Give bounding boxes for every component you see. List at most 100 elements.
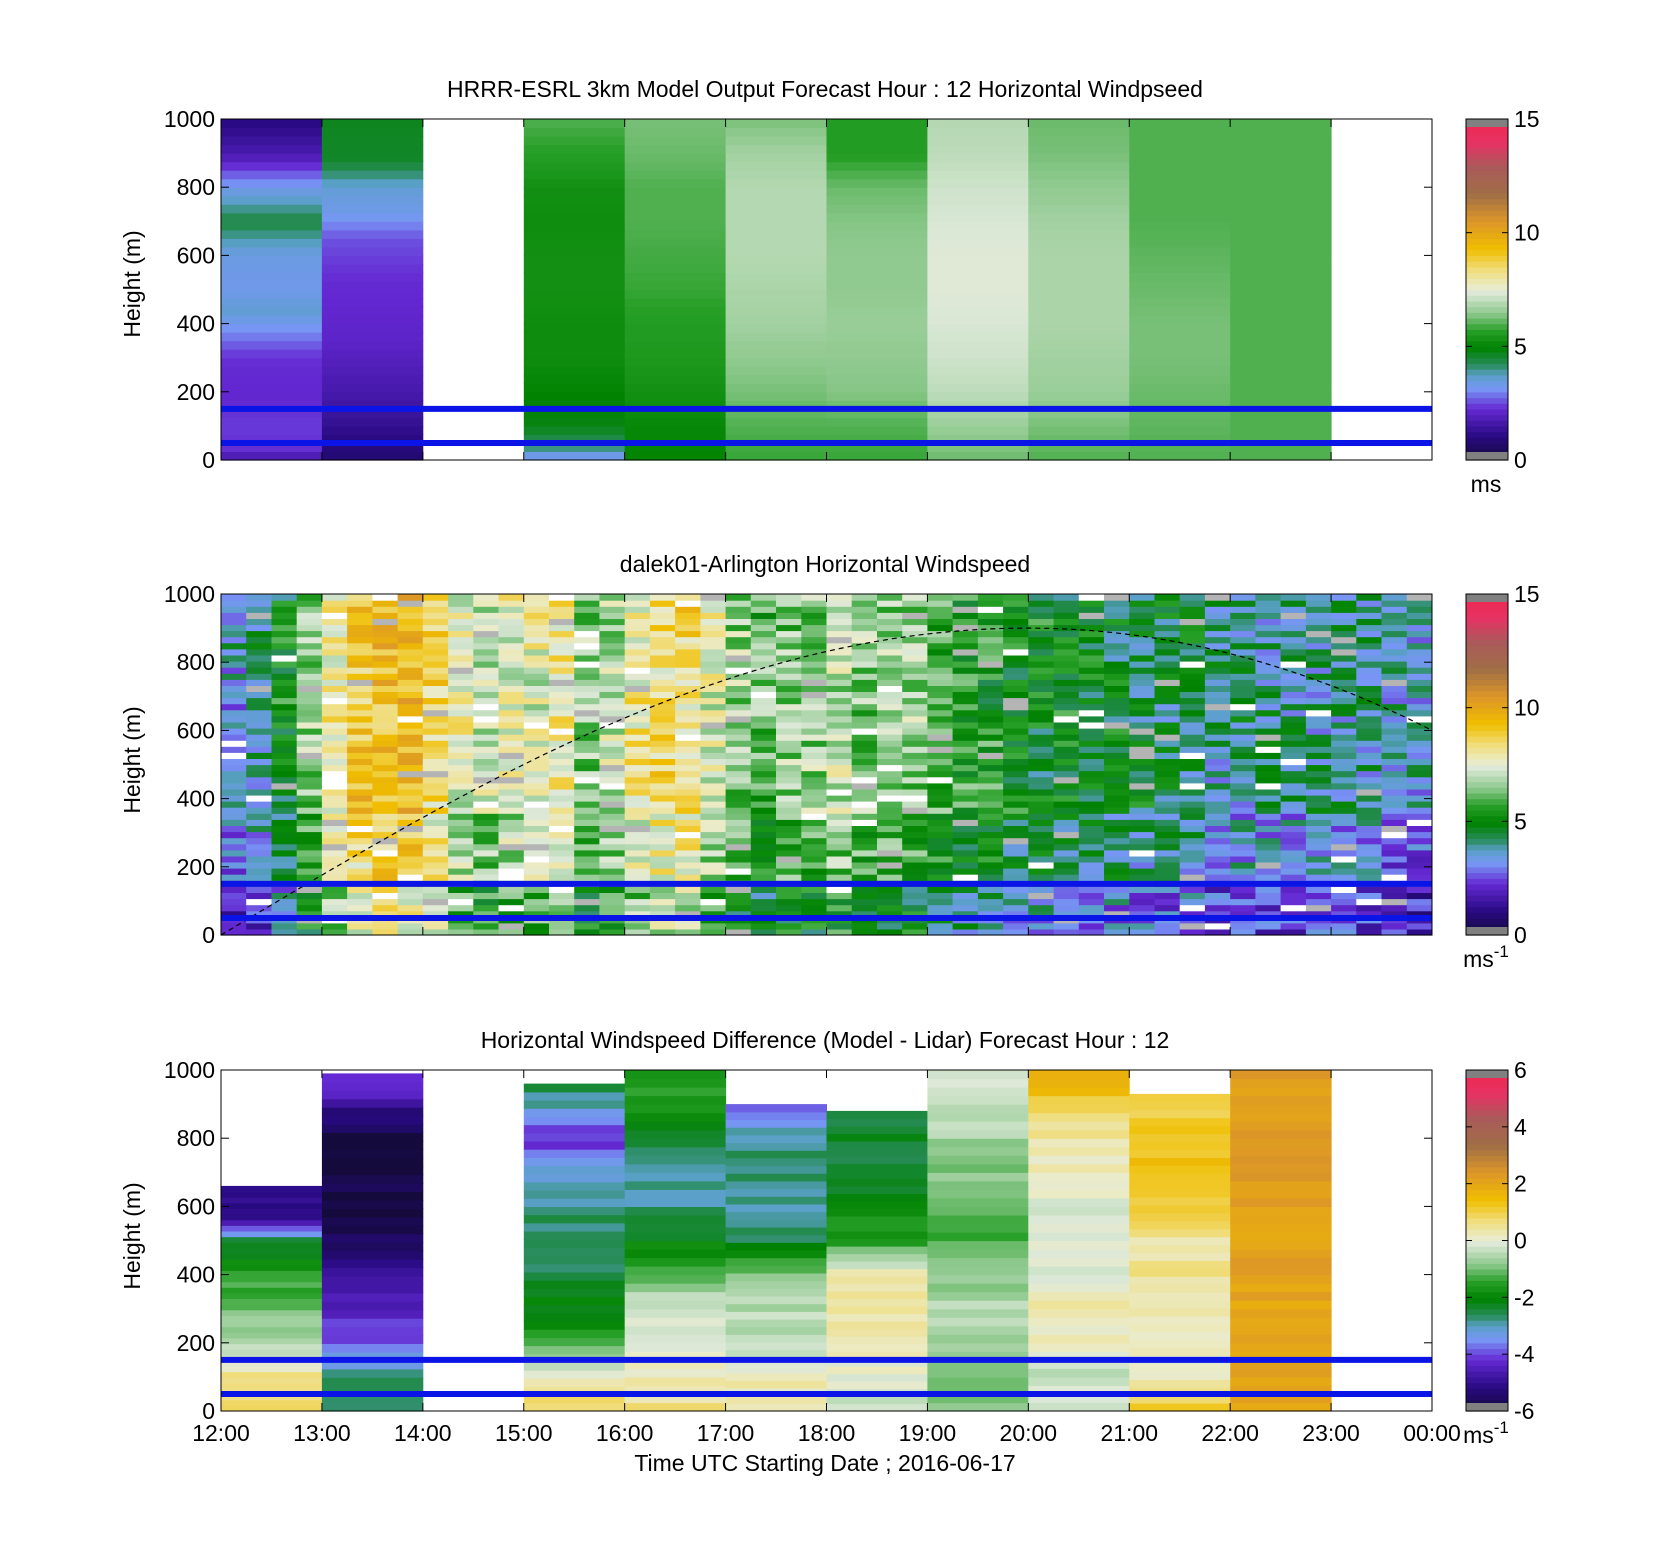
heatmap-cell: [523, 417, 626, 427]
heatmap-cell: [902, 600, 928, 607]
heatmap-cell: [523, 661, 550, 668]
heatmap-cell: [927, 221, 1029, 231]
heatmap-cell: [1255, 703, 1282, 711]
heatmap-cell: [1331, 788, 1357, 796]
heatmap-cell: [927, 715, 954, 723]
heatmap-cell: [1028, 1180, 1130, 1190]
heatmap-cell: [1230, 849, 1256, 857]
heatmap-cell: [725, 1280, 827, 1289]
heatmap-cell: [725, 898, 752, 906]
heatmap-cell: [473, 715, 499, 723]
heatmap-cell: [776, 928, 802, 936]
heatmap-cell: [1356, 721, 1382, 729]
heatmap-cell: [1230, 1189, 1332, 1199]
heatmap-cell: [372, 849, 399, 857]
heatmap-cell: [1406, 606, 1433, 613]
heatmap-cell: [927, 281, 1029, 291]
heatmap-cell: [221, 1242, 323, 1249]
heatmap-cell: [1028, 1087, 1130, 1097]
heatmap-cell: [851, 752, 878, 759]
heatmap-cell: [321, 1377, 424, 1387]
heatmap-cell: [624, 1214, 727, 1224]
heatmap-cell: [422, 740, 449, 747]
heatmap-cell: [1331, 855, 1357, 863]
heatmap-cell: [1129, 922, 1155, 930]
heatmap-cell: [1028, 1334, 1130, 1344]
heatmap-cell: [801, 910, 827, 918]
heatmap-cell: [1255, 764, 1282, 772]
heatmap-cell: [1230, 861, 1256, 869]
heatmap-cell: [1129, 144, 1231, 154]
heatmap-cell: [851, 606, 878, 613]
heatmap-cell: [422, 794, 449, 802]
heatmap-cell: [574, 813, 600, 820]
heatmap-cell: [826, 740, 853, 747]
heatmap-cell: [1406, 654, 1433, 662]
heatmap-cell: [321, 721, 348, 729]
heatmap-cell: [927, 229, 1029, 239]
heatmap-cell: [801, 746, 827, 753]
heatmap-cell: [448, 642, 474, 650]
heatmap-cell: [1305, 697, 1332, 705]
heatmap-cell: [221, 600, 247, 607]
heatmap-cell: [1204, 636, 1231, 644]
heatmap-cell: [624, 1163, 727, 1173]
heatmap-cell: [372, 661, 399, 668]
heatmap-cell: [1078, 776, 1105, 784]
heatmap-cell: [321, 874, 348, 881]
heatmap-cell: [977, 667, 1004, 674]
heatmap-cell: [1230, 289, 1332, 299]
heatmap-cell: [877, 788, 903, 796]
heatmap-cell: [1104, 855, 1130, 863]
heatmap-cell: [1179, 721, 1206, 729]
heatmap-cell: [902, 691, 928, 699]
heatmap-cell: [1230, 281, 1332, 291]
heatmap-cell: [246, 825, 272, 833]
heatmap-cell: [927, 721, 954, 729]
heatmap-cell: [1078, 770, 1105, 778]
heatmap-cell: [321, 1200, 424, 1209]
heatmap-cell: [649, 752, 676, 759]
heatmap-cell: [725, 661, 752, 668]
heatmap-cell: [1305, 618, 1332, 626]
heatmap-cell: [246, 642, 272, 650]
heatmap-cell: [1129, 1292, 1231, 1301]
heatmap-cell: [952, 612, 979, 619]
heatmap-cell: [1280, 612, 1307, 619]
heatmap-cell: [1406, 904, 1433, 912]
heatmap-cell: [347, 928, 373, 936]
heatmap-cell: [776, 849, 802, 857]
heatmap-cell: [624, 1078, 727, 1088]
heatmap-cell: [1154, 728, 1181, 735]
colorbar-swatch: [1466, 1189, 1508, 1196]
heatmap-cell: [1129, 1403, 1231, 1412]
heatmap-cell: [624, 212, 727, 222]
heatmap-cell: [1028, 1351, 1130, 1361]
heatmap-cell: [649, 849, 676, 857]
heatmap-cell: [700, 849, 727, 857]
heatmap-cell: [1053, 831, 1080, 839]
heatmap-cell: [347, 770, 373, 778]
heatmap-cell: [725, 630, 752, 638]
heatmap-cell: [347, 740, 373, 747]
heatmap-cell: [826, 212, 928, 222]
heatmap-cell: [927, 1070, 1029, 1080]
heatmap-cell: [246, 794, 272, 802]
heatmap-cell: [1280, 746, 1307, 753]
heatmap-cell: [221, 1191, 323, 1198]
heatmap-cell: [523, 1394, 626, 1404]
heatmap-cell: [1305, 752, 1332, 759]
heatmap-cell: [296, 928, 323, 936]
heatmap-cell: [347, 636, 373, 644]
heatmap-cell: [498, 892, 525, 900]
heatmap-cell: [624, 1359, 727, 1369]
heatmap-cell: [1230, 298, 1332, 308]
heatmap-cell: [549, 922, 575, 930]
heatmap-cell: [624, 667, 651, 674]
heatmap-cell: [1104, 922, 1130, 930]
heatmap-cell: [1028, 144, 1130, 154]
heatmap-cell: [977, 648, 1004, 656]
heatmap-cell: [498, 770, 525, 778]
heatmap-cell: [624, 819, 651, 826]
heatmap-cell: [1028, 1249, 1130, 1259]
